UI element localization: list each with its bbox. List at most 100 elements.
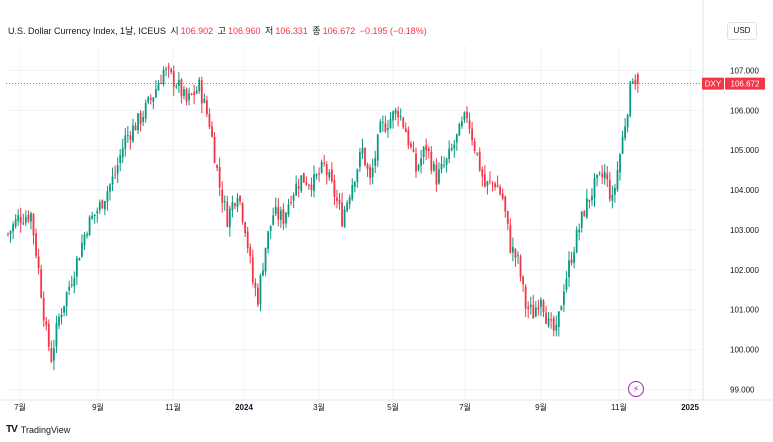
candle-body	[504, 196, 507, 212]
candle-body	[499, 187, 502, 195]
candle-body	[346, 202, 349, 211]
candle-body	[70, 284, 73, 286]
candle-body	[152, 97, 155, 102]
candle-body	[361, 147, 364, 154]
candle-body	[438, 169, 440, 184]
candle-body	[262, 270, 264, 276]
candle-body	[585, 198, 588, 218]
candle-body	[226, 202, 229, 227]
candle-body	[611, 194, 614, 201]
tradingview-logo[interactable]: TV TradingView	[6, 424, 70, 435]
candle-body	[417, 165, 420, 170]
candle-body	[185, 88, 188, 102]
candle-body	[481, 169, 484, 177]
symbol-title[interactable]: U.S. Dollar Currency Index, 1날, ICEUS	[8, 26, 166, 36]
candle-body	[223, 201, 226, 203]
candle-body	[106, 191, 109, 202]
candle-body	[412, 149, 415, 152]
candle-body	[285, 212, 287, 224]
candle-body	[580, 211, 583, 229]
candle-body	[353, 181, 356, 187]
candle-body	[75, 258, 78, 277]
candle-body	[155, 89, 157, 98]
candle-body	[188, 93, 190, 101]
candle-body	[570, 259, 573, 264]
candle-body	[517, 255, 519, 257]
candle-body	[563, 291, 565, 305]
candle-body	[30, 213, 32, 222]
y-tick-label: 99.000	[730, 385, 755, 394]
candle-body	[560, 306, 563, 311]
candle-body	[402, 117, 405, 128]
last-price-label: 106.672	[731, 80, 760, 89]
candle-body	[534, 307, 537, 317]
candle-body	[91, 215, 94, 219]
y-tick-label: 105.000	[730, 146, 759, 155]
candle-body	[348, 197, 351, 205]
candle-body	[172, 71, 175, 87]
candle-body	[60, 314, 63, 318]
candle-body	[231, 202, 234, 211]
x-tick-label: 3월	[313, 402, 325, 412]
lightning-icon[interactable]: ⚡	[628, 381, 644, 397]
candle-body	[50, 347, 53, 362]
candle-body	[550, 319, 553, 321]
candle-body	[466, 111, 468, 119]
candle-body	[213, 136, 216, 164]
candle-body	[221, 189, 224, 203]
candle-body	[455, 134, 458, 143]
change-value: −0.195 (−0.18%)	[359, 26, 427, 36]
candle-body	[514, 249, 517, 258]
candle-body	[415, 153, 417, 172]
candle-body	[206, 100, 208, 115]
candle-body	[124, 135, 127, 149]
candle-body	[407, 130, 410, 146]
candle-body	[404, 128, 407, 133]
candle-body	[578, 229, 581, 233]
candle-body	[371, 167, 374, 178]
candle-body	[236, 198, 239, 207]
candle-body	[606, 173, 609, 180]
candle-body	[427, 148, 430, 152]
candle-body	[88, 216, 91, 236]
candle-body	[453, 144, 456, 149]
x-tick-label: 2025	[681, 403, 699, 412]
candle-body	[305, 182, 308, 185]
candle-body	[343, 209, 346, 227]
candle-body	[476, 152, 479, 155]
candle-body	[295, 183, 298, 196]
candle-body	[555, 324, 558, 331]
candle-body	[101, 200, 104, 209]
y-tick-label: 107.000	[730, 67, 759, 76]
x-tick-label: 9월	[92, 402, 104, 412]
candle-body	[603, 171, 606, 179]
candle-body	[636, 74, 639, 84]
candle-body	[450, 148, 453, 150]
candle-body	[529, 304, 532, 307]
candle-body	[55, 323, 58, 347]
candle-body	[366, 164, 369, 170]
x-tick-label: 11월	[165, 402, 181, 412]
candle-body	[410, 143, 412, 148]
candle-body	[435, 164, 438, 185]
candle-body	[356, 169, 359, 182]
candle-body	[463, 112, 466, 120]
candle-body	[239, 195, 241, 202]
candle-body	[330, 169, 333, 182]
candle-body	[175, 86, 178, 88]
y-tick-label: 101.000	[730, 306, 759, 315]
candle-body	[211, 126, 213, 137]
currency-button[interactable]: USD	[727, 22, 757, 40]
candle-body	[12, 224, 14, 232]
candle-body	[478, 151, 481, 171]
candle-body	[208, 113, 211, 127]
candle-body	[420, 158, 422, 166]
candle-body	[596, 174, 598, 179]
candle-body	[626, 115, 629, 128]
candle-body	[501, 193, 504, 199]
candle-body	[228, 208, 231, 228]
candle-body	[160, 83, 162, 85]
candle-body	[384, 123, 387, 132]
candle-body	[542, 300, 545, 313]
